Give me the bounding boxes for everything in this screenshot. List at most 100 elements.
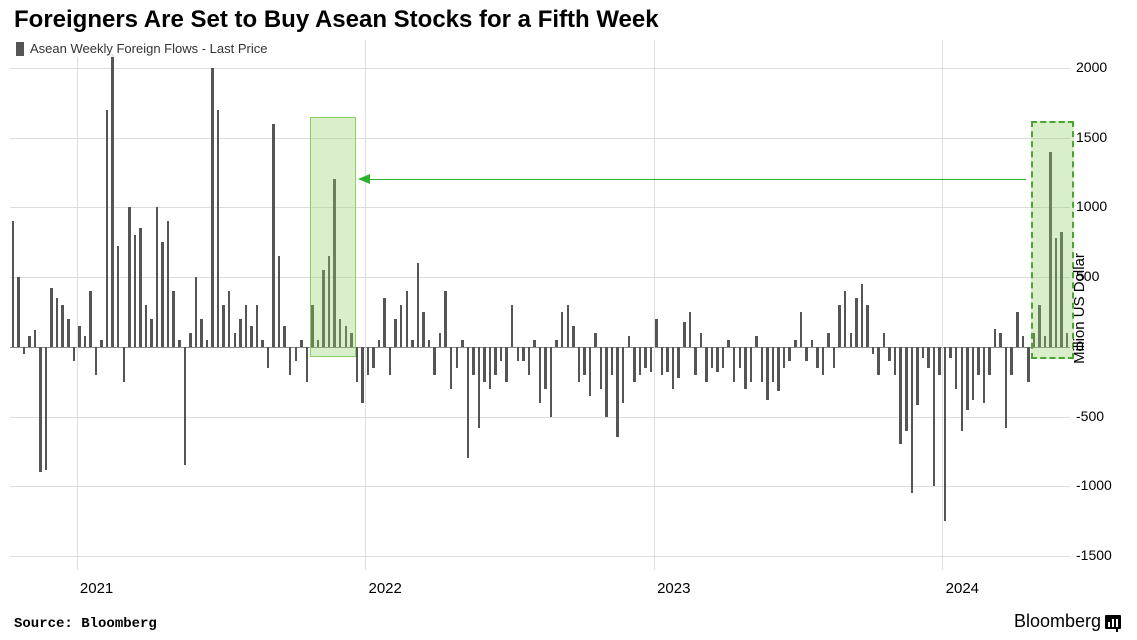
gridline bbox=[10, 68, 1070, 69]
data-bar bbox=[999, 333, 1001, 347]
logo-chart-icon bbox=[1105, 615, 1121, 629]
data-bar bbox=[78, 326, 80, 347]
data-bar bbox=[805, 347, 807, 361]
data-bar bbox=[977, 347, 979, 375]
data-bar bbox=[489, 347, 491, 389]
data-bar bbox=[172, 291, 174, 347]
data-bar bbox=[89, 291, 91, 347]
data-bar bbox=[400, 305, 402, 347]
data-bar bbox=[794, 340, 796, 347]
data-bar bbox=[145, 305, 147, 347]
legend-swatch-icon bbox=[16, 42, 24, 56]
data-bar bbox=[705, 347, 707, 382]
data-bar bbox=[838, 305, 840, 347]
data-bar bbox=[389, 347, 391, 375]
data-bar bbox=[533, 340, 535, 347]
data-bar bbox=[888, 347, 890, 361]
data-bar bbox=[972, 347, 974, 400]
data-bar bbox=[156, 207, 158, 346]
data-bar bbox=[134, 235, 136, 347]
data-bar bbox=[567, 305, 569, 347]
chart-container: Foreigners Are Set to Buy Asean Stocks f… bbox=[0, 0, 1137, 640]
source-text: Source: Bloomberg bbox=[14, 616, 157, 632]
data-bar bbox=[700, 333, 702, 347]
data-bar bbox=[872, 347, 874, 354]
data-bar bbox=[827, 333, 829, 347]
data-bar bbox=[189, 333, 191, 347]
data-bar bbox=[733, 347, 735, 382]
data-bar bbox=[666, 347, 668, 372]
data-bar bbox=[300, 340, 302, 347]
y-axis-label: Million US Dollar bbox=[1071, 253, 1088, 364]
data-bar bbox=[522, 347, 524, 361]
data-bar bbox=[689, 312, 691, 347]
data-bar bbox=[505, 347, 507, 382]
data-bar bbox=[750, 347, 752, 382]
data-bar bbox=[722, 347, 724, 368]
chart-plot-area bbox=[10, 40, 1070, 570]
data-bar bbox=[894, 347, 896, 375]
data-bar bbox=[245, 305, 247, 347]
data-bar bbox=[539, 347, 541, 403]
logo-text: Bloomberg bbox=[1014, 611, 1101, 632]
data-bar bbox=[983, 347, 985, 403]
data-bar bbox=[866, 305, 868, 347]
data-bar bbox=[167, 221, 169, 347]
data-bar bbox=[511, 305, 513, 347]
data-bar bbox=[528, 347, 530, 375]
data-bar bbox=[150, 319, 152, 347]
highlight-region bbox=[1031, 121, 1074, 359]
data-bar bbox=[949, 347, 951, 358]
data-bar bbox=[727, 340, 729, 347]
data-bar bbox=[256, 305, 258, 347]
data-bar bbox=[605, 347, 607, 417]
data-bar bbox=[772, 347, 774, 382]
data-bar bbox=[428, 340, 430, 347]
data-bar bbox=[406, 291, 408, 347]
data-bar bbox=[222, 305, 224, 347]
data-bar bbox=[1022, 336, 1024, 347]
data-bar bbox=[39, 347, 41, 473]
data-bar bbox=[994, 329, 996, 347]
data-bar bbox=[677, 347, 679, 378]
chart-title: Foreigners Are Set to Buy Asean Stocks f… bbox=[14, 6, 659, 34]
y-tick-label: 2000 bbox=[1076, 59, 1126, 75]
data-bar bbox=[278, 256, 280, 347]
data-bar bbox=[650, 347, 652, 372]
data-bar bbox=[111, 54, 113, 347]
data-bar bbox=[883, 333, 885, 347]
y-tick-label: -500 bbox=[1076, 408, 1126, 424]
data-bar bbox=[478, 347, 480, 428]
data-bar bbox=[644, 347, 646, 368]
plot-surface bbox=[10, 40, 1070, 570]
data-bar bbox=[639, 347, 641, 375]
data-bar bbox=[117, 246, 119, 346]
data-bar bbox=[467, 347, 469, 459]
data-bar bbox=[716, 347, 718, 372]
data-bar bbox=[988, 347, 990, 375]
data-bar bbox=[106, 110, 108, 347]
data-bar bbox=[578, 347, 580, 382]
data-bar bbox=[494, 347, 496, 375]
data-bar bbox=[594, 333, 596, 347]
data-bar bbox=[517, 347, 519, 361]
bloomberg-logo: Bloomberg bbox=[1014, 611, 1121, 632]
data-bar bbox=[628, 336, 630, 347]
data-bar bbox=[217, 110, 219, 347]
data-bar bbox=[433, 347, 435, 375]
data-bar bbox=[694, 347, 696, 375]
data-bar bbox=[855, 298, 857, 347]
data-bar bbox=[367, 347, 369, 375]
y-tick-label: -1500 bbox=[1076, 547, 1126, 563]
data-bar bbox=[655, 319, 657, 347]
legend: Asean Weekly Foreign Flows - Last Price bbox=[14, 40, 269, 57]
highlight-region bbox=[310, 117, 356, 358]
data-bar bbox=[100, 340, 102, 347]
data-bar bbox=[472, 347, 474, 375]
data-bar bbox=[123, 347, 125, 382]
data-bar bbox=[861, 284, 863, 347]
data-bar bbox=[755, 336, 757, 347]
x-tick-label: 2022 bbox=[368, 580, 401, 597]
data-bar bbox=[955, 347, 957, 389]
data-bar bbox=[56, 298, 58, 347]
